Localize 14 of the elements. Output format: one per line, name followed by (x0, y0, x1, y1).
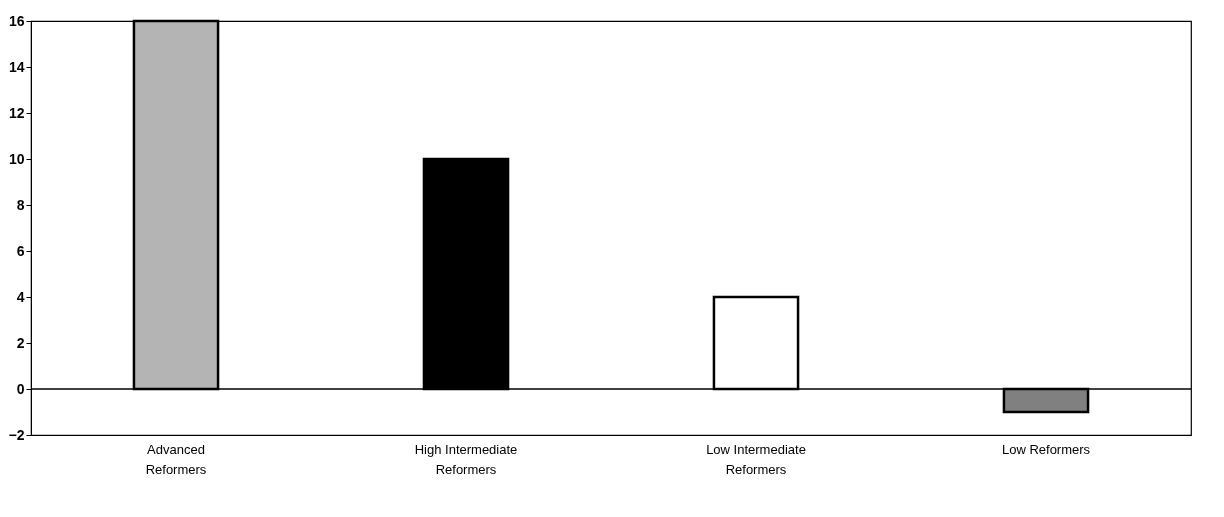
y-tick-label: 16 (8, 12, 25, 29)
y-tick-label: 0 (16, 380, 25, 397)
y-tick-label: 8 (16, 196, 25, 213)
y-tick-label: 4 (16, 288, 25, 305)
x-tick-label: High Intermediate Reformers (414, 441, 518, 477)
x-tick-label: Advanced Reformers (145, 441, 207, 477)
x-tick-label: Low Reformers (1001, 441, 1091, 457)
y-tick-label: 2 (16, 334, 25, 351)
y-tick-label: 12 (8, 104, 25, 121)
x-tick-label: Low Intermediate Reformers (706, 441, 806, 477)
y-tick-label: 14 (8, 58, 25, 75)
y-tick-label: −2 (8, 426, 25, 443)
y-tick-label: 10 (8, 150, 25, 167)
y-tick-label: 6 (16, 242, 25, 259)
